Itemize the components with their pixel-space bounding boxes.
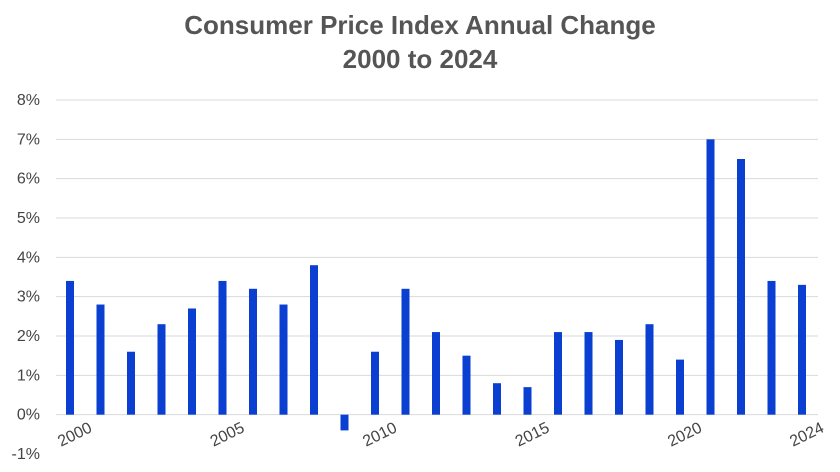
bar-2010: [371, 351, 379, 415]
x-tick-label: 2010: [360, 420, 400, 451]
bar-2004: [188, 308, 196, 415]
bar-2018: [615, 339, 623, 415]
y-tick-label: 1%: [17, 367, 40, 384]
bar-2008: [310, 265, 318, 415]
chart-subtitle: 2000 to 2024: [342, 44, 498, 74]
bar-2011: [401, 288, 410, 415]
x-tick-label: 2000: [55, 420, 95, 451]
bar-2001: [96, 304, 105, 415]
bar-2017: [584, 332, 593, 415]
bar-2005: [218, 280, 227, 415]
x-tick-label: 2020: [665, 420, 705, 451]
bar-2020: [676, 359, 684, 415]
bar-2021: [706, 139, 715, 415]
x-tick-label: 2005: [208, 420, 248, 451]
bar-2007: [279, 304, 288, 415]
y-tick-label: 4%: [17, 249, 40, 266]
bar-2013: [462, 355, 471, 415]
bar-2023: [767, 280, 776, 415]
y-tick-label: 0%: [17, 407, 40, 424]
bar-2022: [737, 159, 745, 415]
bar-2006: [249, 288, 257, 415]
bar-2003: [157, 324, 166, 415]
chart-title-block: Consumer Price Index Annual Change 2000 …: [0, 8, 840, 76]
x-tick-label: 2015: [513, 420, 553, 451]
y-tick-label: 2%: [17, 328, 40, 345]
y-tick-label: 6%: [17, 171, 40, 188]
bar-2012: [432, 332, 440, 415]
bar-2002: [127, 351, 135, 415]
bar-2024: [798, 284, 806, 415]
y-tick-label: -1%: [12, 446, 40, 463]
bar-2015: [523, 387, 532, 415]
bar-2009: [340, 414, 349, 431]
x-tick-label: 2024: [787, 420, 827, 451]
bar-2014: [493, 383, 501, 415]
bar-2019: [645, 324, 654, 415]
y-tick-label: 5%: [17, 210, 40, 227]
y-tick-label: 7%: [17, 131, 40, 148]
bar-2000: [66, 280, 74, 415]
bar-2016: [554, 332, 562, 415]
y-tick-label: 3%: [17, 289, 40, 306]
chart-title: Consumer Price Index Annual Change: [184, 10, 656, 40]
y-tick-label: 8%: [17, 92, 40, 109]
